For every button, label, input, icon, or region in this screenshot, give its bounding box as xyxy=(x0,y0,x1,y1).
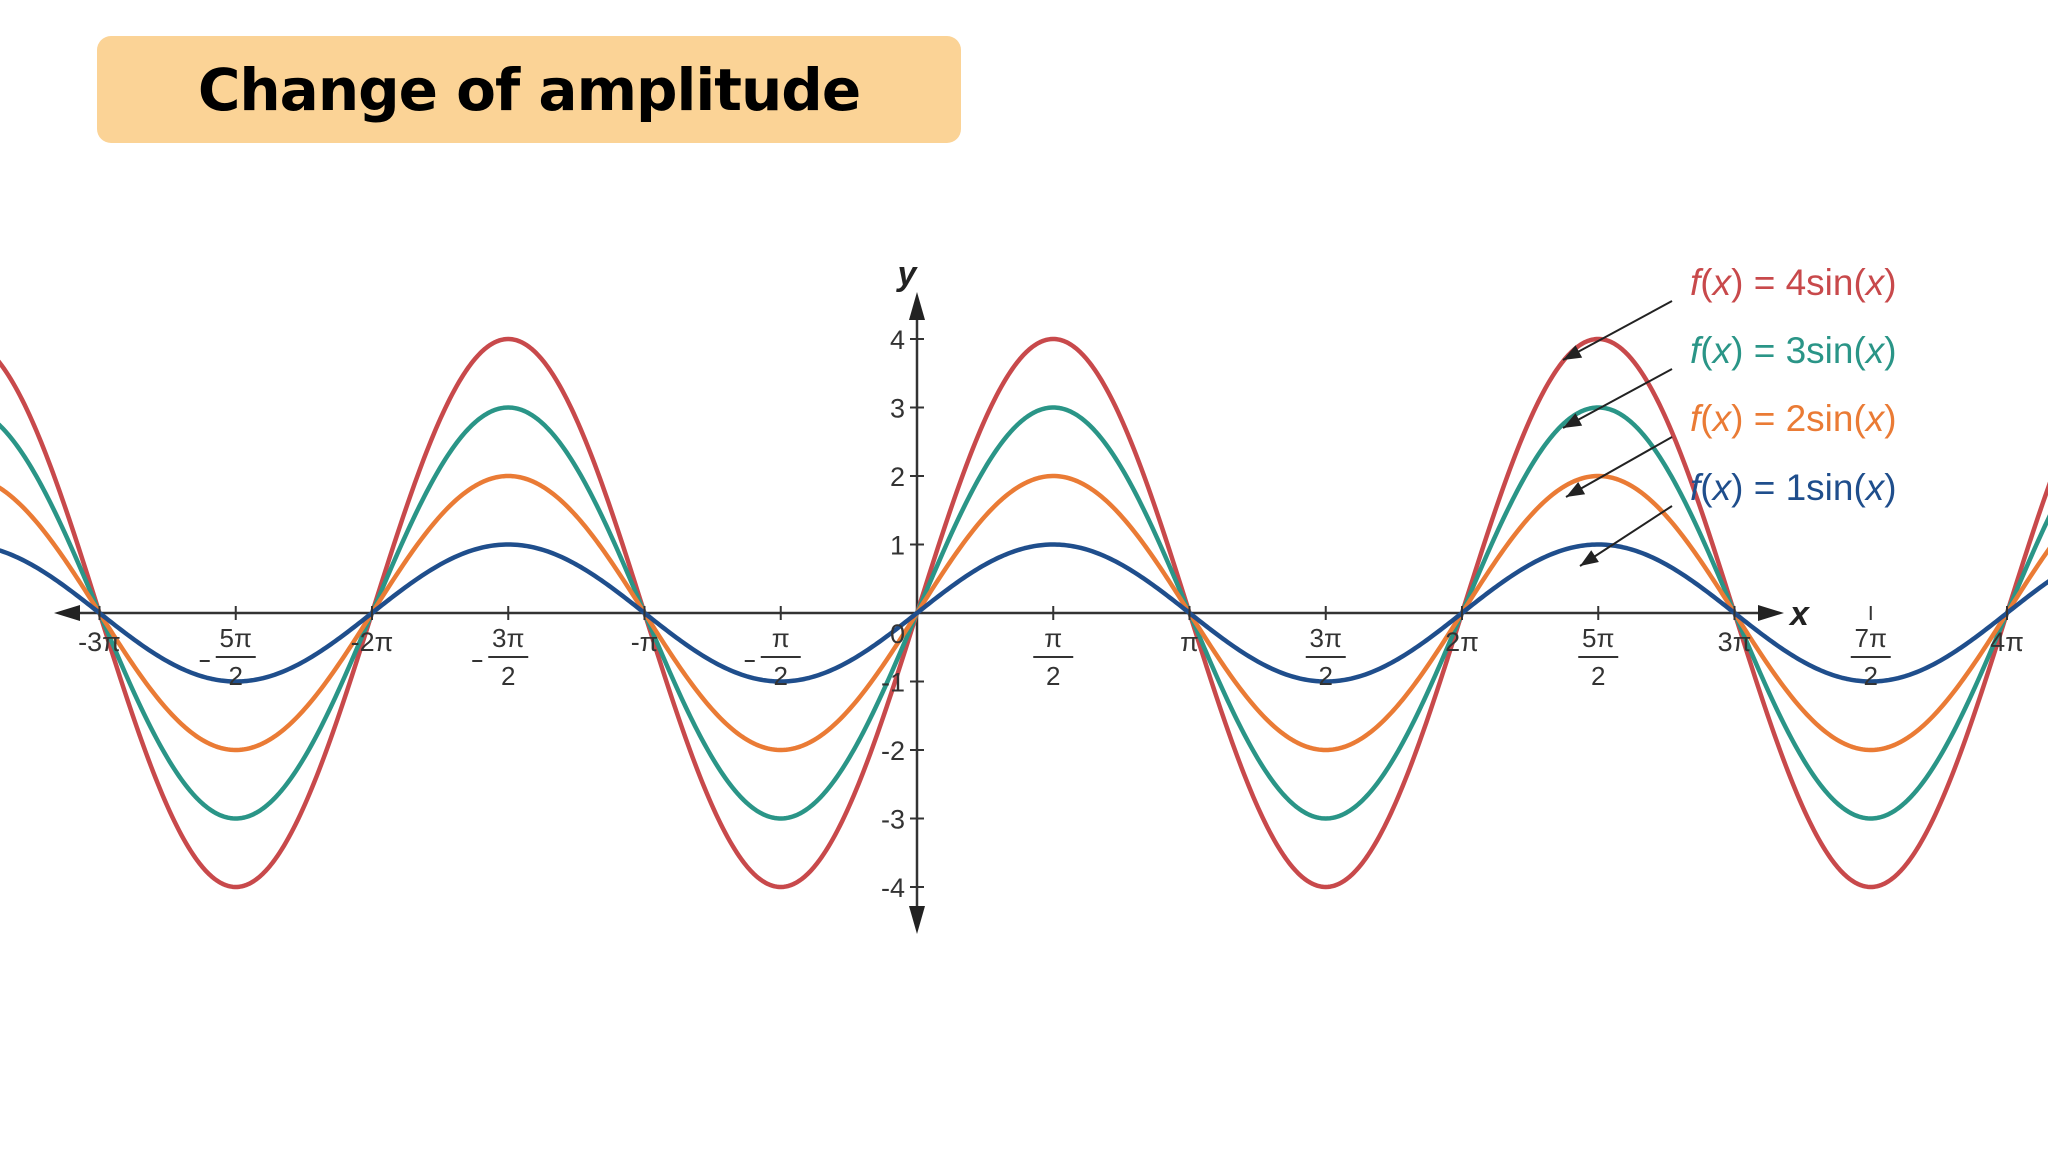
y-axis-arrow-bottom xyxy=(909,906,925,934)
x-tick-label-10: -π xyxy=(631,627,659,657)
x-axis-arrow-right xyxy=(1758,605,1784,621)
x-tick-numerator-18: 7π xyxy=(1855,623,1887,653)
x-tick-denominator-12: 2 xyxy=(1046,661,1060,691)
y-tick-label-7: -4 xyxy=(881,873,905,903)
x-tick-numerator-9: 3π xyxy=(492,623,524,653)
x-tick-denominator-14: 2 xyxy=(1319,661,1333,691)
x-tick-denominator-18: 2 xyxy=(1864,661,1878,691)
legend-pointer-head-1 xyxy=(1563,345,1583,360)
legend-pointer-head-3 xyxy=(1566,482,1586,497)
y-axis-name: y xyxy=(896,255,919,293)
x-tick-label-19: 4π xyxy=(1990,627,2024,657)
title-banner: Change of amplitude xyxy=(97,36,961,143)
legend-pointer-4 xyxy=(1579,505,1673,567)
x-tick-label-6: -3π xyxy=(78,627,121,657)
legend-entry-3: f(x) = 2sin(x) xyxy=(1690,398,1897,439)
y-tick-label-0: 4 xyxy=(890,325,905,355)
legend-pointer-3 xyxy=(1565,436,1673,498)
origin-label: 0 xyxy=(890,619,905,649)
legend-entry-1: f(x) = 4sin(x) xyxy=(1690,262,1897,303)
x-axis-name: x xyxy=(1788,595,1811,633)
legend-pointer-1 xyxy=(1562,300,1673,361)
y-tick-label-2: 2 xyxy=(890,462,905,492)
y-tick-label-6: -3 xyxy=(881,805,905,835)
x-tick-numerator-14: 3π xyxy=(1310,623,1342,653)
x-tick-numerator-11: π xyxy=(772,623,790,653)
y-tick-label-4: -1 xyxy=(881,668,905,698)
legend-entry-4: f(x) = 1sin(x) xyxy=(1690,467,1897,508)
legend-pointer-head-4 xyxy=(1580,550,1599,566)
page-title: Change of amplitude xyxy=(197,55,861,124)
x-tick-label-8: -2π xyxy=(351,627,394,657)
legend-entry-2: f(x) = 3sin(x) xyxy=(1690,330,1897,371)
x-tick-denominator-7: 2 xyxy=(229,661,243,691)
x-axis-arrow-left xyxy=(54,605,80,621)
x-tick-denominator-16: 2 xyxy=(1591,661,1605,691)
legend-pointer-head-2 xyxy=(1563,413,1583,428)
x-tick-numerator-12: π xyxy=(1044,623,1062,653)
legend: f(x) = 4sin(x) f(x) = 3sin(x) f(x) = 2sin(… xyxy=(1562,262,1897,567)
x-tick-label-13: π xyxy=(1180,627,1199,657)
y-tick-label-1: 3 xyxy=(890,394,905,424)
x-tick-denominator-9: 2 xyxy=(501,661,515,691)
x-tick-denominator-11: 2 xyxy=(774,661,788,691)
x-tick-numerator-16: 5π xyxy=(1582,623,1614,653)
x-tick-label-15: 2π xyxy=(1445,627,1479,657)
legend-pointer-2 xyxy=(1562,368,1673,429)
axes: xy xyxy=(54,255,1811,934)
y-axis-arrow-top xyxy=(909,292,925,320)
tick-group: -6π11π2-5π9π2-4π7π2-3π5π2-2π3π2-ππ2π2π3π… xyxy=(78,325,2024,903)
x-tick-label-17: 3π xyxy=(1718,627,1752,657)
y-tick-label-3: 1 xyxy=(890,531,905,561)
x-tick-numerator-7: 5π xyxy=(220,623,252,653)
y-tick-label-5: -2 xyxy=(881,736,905,766)
